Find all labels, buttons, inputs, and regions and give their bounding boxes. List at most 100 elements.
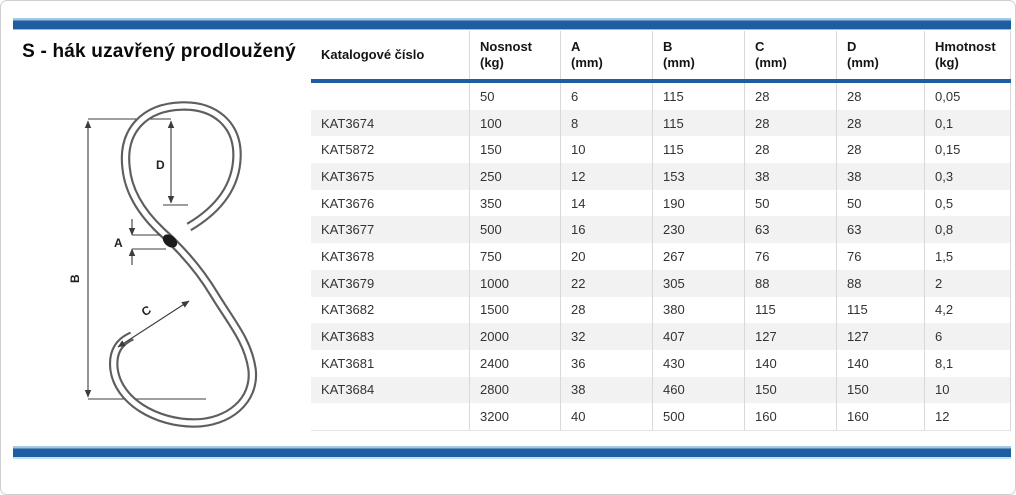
label-C: C (139, 302, 154, 319)
table-cell: 1500 (470, 296, 561, 324)
table-cell: 230 (653, 216, 745, 244)
table-cell: 50 (745, 189, 837, 217)
table-cell: 140 (837, 349, 925, 377)
table-cell: 2800 (470, 376, 561, 404)
table-cell: 88 (745, 269, 837, 297)
table-cell: 380 (653, 296, 745, 324)
table-cell: 8,1 (925, 349, 1011, 377)
table-cell: 190 (653, 189, 745, 217)
table-cell: 16 (561, 216, 653, 244)
table-cell: 2400 (470, 349, 561, 377)
label-A: A (114, 236, 123, 250)
header-label: C (755, 39, 765, 54)
table-row: 3200 40 500 160 160 12 (311, 403, 1011, 430)
table-body: 50 6 115 28 28 0,05 KAT3674 100 8 115 28 28 0,1 KAT58… (311, 83, 1011, 431)
table-cell: 63 (745, 216, 837, 244)
header-label: Hmotnost (935, 39, 996, 54)
table-cell: 32 (561, 323, 653, 350)
header-label: Katalogové číslo (321, 47, 425, 62)
table-cell: 150 (470, 136, 561, 164)
catalog-number-cell: KAT3678 (311, 243, 470, 270)
catalog-number-cell: KAT5872 (311, 136, 470, 164)
table-cell: 460 (653, 376, 745, 404)
table-cell: 750 (470, 243, 561, 270)
table-cell: 160 (837, 403, 925, 430)
table-cell: 14 (561, 189, 653, 217)
catalog-number-cell (311, 403, 470, 430)
table-cell: 3200 (470, 403, 561, 430)
header-unit: (mm) (847, 55, 879, 70)
table-cell: 0,5 (925, 189, 1011, 217)
table-row: KAT3679 1000 22 305 88 88 2 (311, 269, 1011, 297)
table-cell: 10 (925, 376, 1011, 404)
table-cell: 6 (925, 323, 1011, 350)
label-D: D (156, 158, 165, 172)
table-cell: 28 (745, 83, 837, 110)
table-cell: 127 (837, 323, 925, 350)
table-cell: 28 (745, 109, 837, 137)
table-cell: 1,5 (925, 243, 1011, 270)
table-cell: 38 (745, 163, 837, 190)
table-cell: 28 (745, 136, 837, 164)
header-unit: (mm) (755, 55, 787, 70)
table-cell: 38 (837, 163, 925, 190)
wire-cross-section-dot (162, 234, 178, 248)
table-cell: 115 (653, 109, 745, 137)
header-unit: (mm) (663, 55, 695, 70)
spec-table: Katalogové číslo Nosnost (kg) A (mm) B (mm) C (m… (311, 31, 1011, 431)
header-unit: (kg) (480, 55, 504, 70)
table-cell: 500 (653, 403, 745, 430)
table-cell: 160 (745, 403, 837, 430)
catalog-number-cell: KAT3682 (311, 296, 470, 324)
table-cell: 6 (561, 83, 653, 110)
header-unit: (mm) (571, 55, 603, 70)
table-cell: 12 (925, 403, 1011, 430)
header-cell: C (mm) (745, 31, 837, 79)
table-cell: 50 (837, 189, 925, 217)
table-cell: 28 (837, 136, 925, 164)
header-cell: B (mm) (653, 31, 745, 79)
table-row: KAT5872 150 10 115 28 28 0,15 (311, 136, 1011, 164)
header-cell: D (mm) (837, 31, 925, 79)
table-row: KAT3675 250 12 153 38 38 0,3 (311, 163, 1011, 190)
table-cell: 40 (561, 403, 653, 430)
table-cell: 50 (470, 83, 561, 110)
table-row: KAT3681 2400 36 430 140 140 8,1 (311, 349, 1011, 377)
table-row: 50 6 115 28 28 0,05 (311, 83, 1011, 110)
table-row: KAT3682 1500 28 380 115 115 4,2 (311, 296, 1011, 324)
catalog-number-cell: KAT3683 (311, 323, 470, 350)
table-row: KAT3683 2000 32 407 127 127 6 (311, 323, 1011, 350)
catalog-number-cell: KAT3679 (311, 269, 470, 297)
table-cell: 38 (561, 376, 653, 404)
table-cell: 115 (653, 136, 745, 164)
table-row: KAT3674 100 8 115 28 28 0,1 (311, 109, 1011, 137)
table-cell: 88 (837, 269, 925, 297)
table-cell: 430 (653, 349, 745, 377)
catalog-number-cell: KAT3677 (311, 216, 470, 244)
header-label: A (571, 39, 581, 54)
label-B: B (68, 274, 82, 283)
table-cell: 76 (837, 243, 925, 270)
catalog-number-cell: KAT3674 (311, 109, 470, 137)
dimension-D: D (156, 120, 188, 206)
table-cell: 305 (653, 269, 745, 297)
catalog-number-cell: KAT3684 (311, 376, 470, 404)
bottom-accent-bar (13, 446, 1011, 457)
table-cell: 500 (470, 216, 561, 244)
table-cell: 407 (653, 323, 745, 350)
s-hook-technical-drawing: B D A C (68, 101, 258, 428)
header-label: B (663, 39, 673, 54)
table-cell: 250 (470, 163, 561, 190)
table-cell: 150 (745, 376, 837, 404)
table-cell: 0,05 (925, 83, 1011, 110)
hook-wire-fill (111, 103, 255, 426)
table-cell: 115 (837, 296, 925, 324)
table-header-row: Katalogové číslo Nosnost (kg) A (mm) B (mm) C (m… (311, 31, 1011, 83)
page-title: S - hák uzavřený prodloužený (22, 41, 296, 62)
header-label: D (847, 39, 857, 54)
table-cell: 4,2 (925, 296, 1011, 324)
catalog-number-cell (311, 83, 470, 110)
table-cell: 267 (653, 243, 745, 270)
table-cell: 127 (745, 323, 837, 350)
